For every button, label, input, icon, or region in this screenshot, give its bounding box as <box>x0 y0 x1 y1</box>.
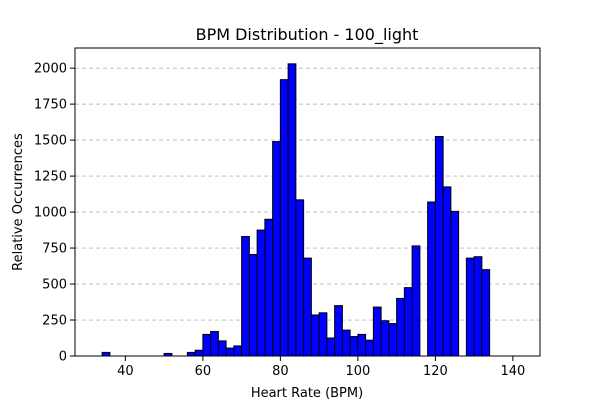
histogram-bar <box>318 312 328 357</box>
histogram-bar <box>295 199 305 357</box>
histogram-bar <box>225 347 235 357</box>
histogram-bar <box>248 254 258 357</box>
y-tick-label: 250 <box>42 314 67 329</box>
histogram-bar <box>442 186 452 357</box>
histogram-bar <box>272 141 281 357</box>
histogram-bar <box>287 63 297 357</box>
histogram-bar <box>279 79 289 357</box>
histogram-bar <box>334 305 343 357</box>
y-axis-label: Relative Occurrences <box>11 133 26 271</box>
histogram-bar <box>357 333 367 357</box>
y-tick-label: 500 <box>42 278 67 293</box>
x-tick-label: 100 <box>345 364 370 379</box>
histogram-bar <box>186 351 196 357</box>
x-axis-label: Heart Rate (BPM) <box>251 386 363 400</box>
y-tick-label: 1750 <box>34 98 67 113</box>
histogram-bar <box>233 345 243 357</box>
y-tick-label: 2000 <box>34 62 67 77</box>
histogram-bar <box>403 287 413 357</box>
histogram-bar <box>256 229 266 357</box>
histogram-bar <box>202 333 212 357</box>
y-tick-label: 1000 <box>34 206 67 221</box>
histogram-bar <box>241 236 250 357</box>
histogram-bar <box>411 245 421 357</box>
histogram-bar <box>380 320 390 357</box>
histogram-bar <box>396 297 405 357</box>
histogram-bar <box>473 256 483 357</box>
gridlines <box>75 67 540 321</box>
histogram-bar <box>372 306 382 357</box>
histogram-bar <box>101 351 111 357</box>
histogram-bar <box>450 210 460 357</box>
y-axis-ticks: 0 250 500 750 1000 1250 1500 1750 2000 <box>34 62 75 365</box>
x-tick-label: 140 <box>500 364 525 379</box>
x-tick-label: 40 <box>117 364 134 379</box>
histogram-bar <box>310 314 320 357</box>
histogram-bars <box>101 63 491 357</box>
y-tick-label: 750 <box>42 242 67 257</box>
histogram-bar <box>465 257 475 357</box>
histogram-bar <box>326 337 336 357</box>
histogram-bar <box>264 218 274 357</box>
histogram-bar <box>481 269 491 357</box>
histogram-bar <box>388 323 398 357</box>
histogram-bar <box>349 336 359 357</box>
x-tick-label: 80 <box>272 364 289 379</box>
x-tick-label: 60 <box>195 364 212 379</box>
histogram-bar <box>434 136 444 357</box>
chart-title: BPM Distribution - 100_light <box>196 25 419 45</box>
x-tick-label: 120 <box>423 364 448 379</box>
histogram-bar <box>217 340 227 357</box>
plot-frame <box>74 47 541 357</box>
histogram-bar <box>341 329 351 357</box>
histogram-bar <box>427 201 436 357</box>
y-tick-label: 1250 <box>34 170 67 185</box>
histogram-bar <box>194 349 204 357</box>
histogram-bar <box>365 339 374 357</box>
y-tick-label: 0 <box>59 350 67 365</box>
y-tick-label: 1500 <box>34 134 67 149</box>
x-axis-ticks: 40 60 80 100 120 140 <box>117 356 525 379</box>
histogram-bar <box>303 257 312 357</box>
histogram-bar <box>210 331 219 357</box>
